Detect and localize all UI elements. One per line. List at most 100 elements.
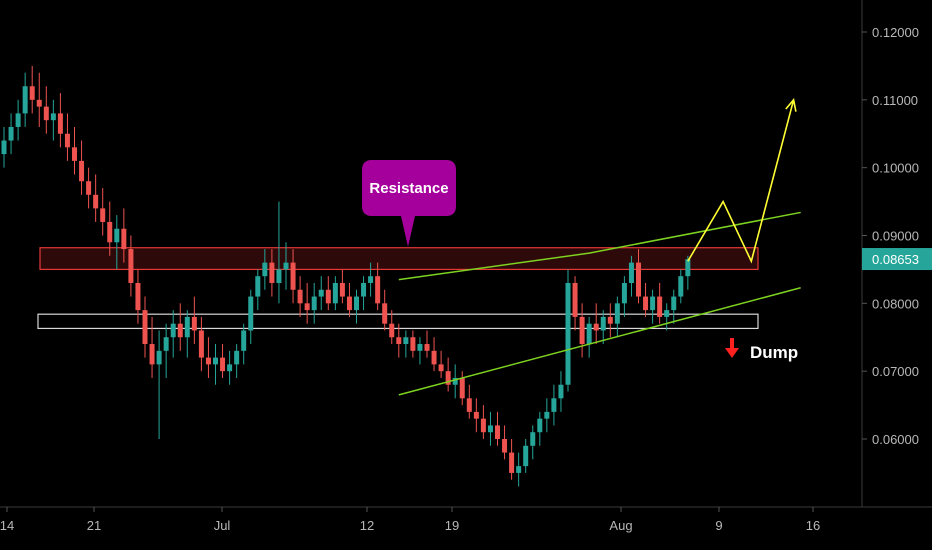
candle-body: [495, 425, 500, 439]
candle-body: [678, 276, 684, 297]
date-tick-label: 21: [87, 518, 101, 533]
channel-lower-line: [398, 287, 801, 396]
candle-body: [579, 316, 585, 345]
candle-body: [15, 113, 21, 127]
candle-body: [424, 344, 430, 351]
candle-body: [664, 310, 670, 317]
candle-body: [93, 194, 99, 209]
candle-body: [283, 262, 289, 270]
candle-body: [290, 262, 296, 290]
candle-body: [142, 310, 148, 345]
candle-body: [22, 86, 28, 114]
candle-body: [311, 296, 317, 311]
candle-body: [205, 357, 211, 365]
candle-body: [1, 140, 7, 155]
candle-body: [671, 296, 677, 311]
candle-body: [177, 323, 183, 338]
candle-body: [628, 262, 634, 283]
candle-body: [262, 262, 268, 277]
candle-body: [502, 439, 508, 453]
drawing-layer: [398, 98, 801, 396]
time-axis[interactable]: 14 21 Jul 12 19 Aug 9 16: [0, 507, 820, 533]
candle-body: [459, 377, 465, 399]
date-tick-label: 16: [806, 518, 820, 533]
candle-body: [438, 364, 444, 372]
current-price-tag: 0.08653: [862, 248, 932, 271]
candle-body: [607, 316, 613, 324]
candle-body: [72, 147, 77, 161]
candle-body: [657, 296, 663, 317]
candle-body: [614, 303, 620, 324]
candle-body: [572, 282, 578, 317]
candle-body: [135, 282, 141, 311]
price-tick-label: 0.09000: [872, 229, 919, 244]
candle-body: [297, 289, 303, 304]
candle-body: [276, 269, 282, 283]
candle-body: [50, 113, 56, 121]
dump-label: Dump: [750, 343, 798, 362]
candle-body: [643, 296, 649, 311]
candle-body: [636, 262, 641, 297]
candle-body: [241, 330, 247, 351]
candle-body: [43, 106, 49, 121]
current-price-background: [862, 248, 932, 271]
candle-body: [255, 276, 261, 297]
price-tick-label: 0.07000: [872, 364, 919, 379]
candle-body: [544, 411, 550, 419]
candle-body: [586, 323, 592, 345]
date-tick-label: Jul: [214, 518, 231, 533]
resistance-callout: Resistance: [362, 160, 456, 247]
resistance-zone: [39, 247, 759, 271]
support-zone: [37, 313, 759, 330]
candle-body: [410, 337, 416, 351]
candle-body: [36, 99, 42, 107]
candle-body: [107, 221, 113, 243]
candle-body: [466, 398, 472, 412]
candle-body: [558, 384, 564, 399]
candle-body: [487, 425, 493, 433]
candle-body: [121, 228, 127, 250]
candle-body: [368, 276, 374, 283]
candle-body: [100, 208, 106, 222]
candle-body: [551, 398, 557, 412]
candle-body: [375, 276, 381, 304]
candle-body: [537, 418, 543, 433]
current-price-label: 0.08653: [872, 252, 919, 267]
date-tick-label: 12: [360, 518, 374, 533]
candle-body: [128, 249, 134, 283]
candle-body: [516, 466, 522, 473]
zone-layer: [37, 247, 759, 330]
resistance-callout-label: Resistance: [369, 180, 448, 197]
candle-body: [149, 344, 155, 365]
candle-body: [593, 323, 599, 331]
date-tick-label: 19: [445, 518, 459, 533]
candle-body: [417, 344, 423, 351]
candle-body: [650, 296, 656, 311]
candle-body: [86, 181, 92, 195]
projection-path: [687, 99, 795, 264]
candle-layer: [1, 65, 691, 487]
date-tick-label: Aug: [609, 518, 632, 533]
price-axis[interactable]: 0.12000 0.11000 0.10000 0.09000 0.08000 0.070…: [862, 25, 919, 447]
candle-body: [473, 411, 479, 419]
candle-body: [403, 337, 409, 345]
price-tick-label: 0.06000: [872, 432, 919, 447]
candle-body: [509, 452, 515, 473]
candle-body: [382, 303, 388, 324]
candle-body: [325, 289, 331, 304]
candle-body: [361, 282, 367, 297]
candle-body: [346, 296, 352, 311]
candle-body: [530, 432, 536, 446]
candle-body: [220, 357, 226, 372]
projection-arrowhead: [785, 98, 797, 112]
down-arrow-icon: [725, 338, 739, 358]
candle-body: [452, 377, 458, 385]
candle-body: [79, 160, 85, 182]
candle-body: [389, 323, 395, 338]
candle-body: [354, 296, 359, 311]
candle-body: [64, 133, 70, 148]
candle-body: [198, 330, 204, 358]
candle-body: [29, 86, 35, 100]
